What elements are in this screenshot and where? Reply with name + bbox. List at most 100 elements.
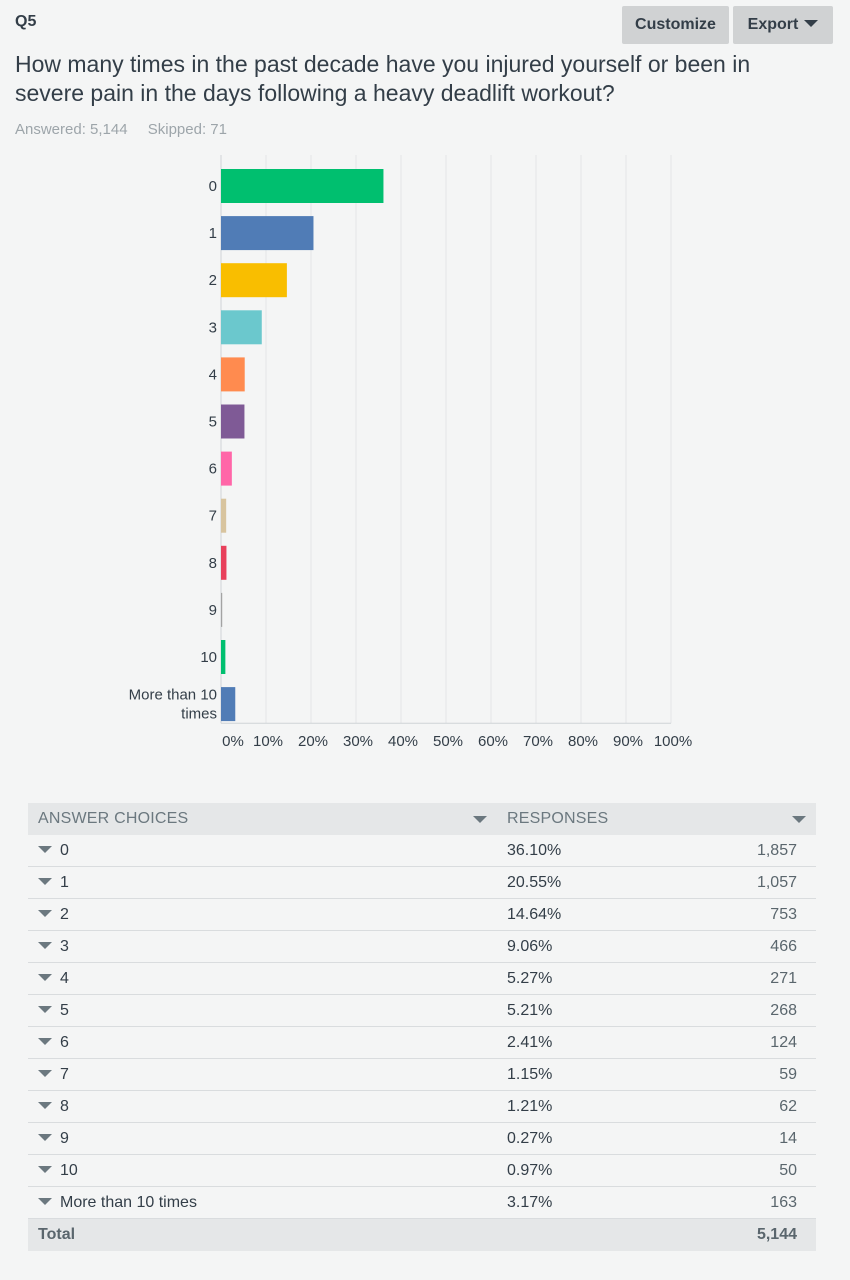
response-count: 1,057 xyxy=(615,866,816,899)
y-tick-label: times xyxy=(181,706,217,723)
answer-choice-label: 2 xyxy=(60,905,69,923)
response-count: 268 xyxy=(615,994,816,1027)
table-row: 1 20.55% 1,057 xyxy=(28,866,816,899)
x-tick-label: 10% xyxy=(253,733,283,750)
response-percent: 20.55% xyxy=(497,866,615,899)
response-count: 14 xyxy=(615,1122,816,1155)
x-tick-label: 80% xyxy=(568,733,598,750)
bar-4[interactable] xyxy=(221,357,245,392)
table-header-row: ANSWER CHOICES RESPONSES xyxy=(28,803,816,835)
sort-caret-icon xyxy=(792,816,806,823)
x-tick-label: 40% xyxy=(388,733,418,750)
bar-6[interactable] xyxy=(221,451,232,486)
total-row: Total 5,144 xyxy=(28,1218,816,1251)
table-row: 3 9.06% 466 xyxy=(28,930,816,963)
answer-choice-cell[interactable]: 8 xyxy=(28,1090,497,1123)
answer-choice-cell[interactable]: 0 xyxy=(28,835,497,867)
answer-choice-cell[interactable]: 1 xyxy=(28,866,497,899)
expand-caret-icon[interactable] xyxy=(38,877,52,885)
expand-caret-icon[interactable] xyxy=(38,941,52,949)
bar-9[interactable] xyxy=(221,592,223,627)
answer-choice-label: 8 xyxy=(60,1097,69,1115)
answer-choice-cell[interactable]: 6 xyxy=(28,1026,497,1059)
responses-header[interactable]: RESPONSES xyxy=(497,803,816,835)
responses-table: ANSWER CHOICES RESPONSES 0 36.10% 1,857 1 20… xyxy=(28,803,816,1251)
response-percent: 9.06% xyxy=(497,930,615,963)
bar-5[interactable] xyxy=(221,404,245,439)
answer-choice-cell[interactable]: 7 xyxy=(28,1058,497,1091)
export-button[interactable]: Export xyxy=(733,6,833,44)
table-row: 9 0.27% 14 xyxy=(28,1122,816,1155)
table-row: More than 10 times 3.17% 163 xyxy=(28,1186,816,1219)
expand-caret-icon[interactable] xyxy=(38,1165,52,1173)
x-tick-label: 20% xyxy=(298,733,328,750)
expand-caret-icon[interactable] xyxy=(38,1133,52,1141)
x-tick-label: 50% xyxy=(433,733,463,750)
bar-10[interactable] xyxy=(221,640,226,674)
bar-0[interactable] xyxy=(221,169,384,203)
expand-caret-icon[interactable] xyxy=(38,909,52,917)
bar-3[interactable] xyxy=(221,310,262,345)
response-count: 163 xyxy=(615,1186,816,1219)
response-percent: 1.15% xyxy=(497,1058,615,1091)
expand-caret-icon[interactable] xyxy=(38,845,52,853)
y-tick-label: More than 10 xyxy=(129,687,217,704)
export-label: Export xyxy=(747,16,799,33)
answer-choice-cell[interactable]: 3 xyxy=(28,930,497,963)
customize-button[interactable]: Customize xyxy=(622,6,729,44)
bar-1[interactable] xyxy=(221,216,314,251)
y-tick-label: 6 xyxy=(209,461,217,478)
y-tick-label: 10 xyxy=(200,649,217,666)
response-count: 59 xyxy=(615,1058,816,1091)
expand-caret-icon[interactable] xyxy=(38,973,52,981)
table-row: 7 1.15% 59 xyxy=(28,1058,816,1091)
response-count: 50 xyxy=(615,1154,816,1187)
expand-caret-icon[interactable] xyxy=(38,1197,52,1205)
skipped-count: Skipped: 71 xyxy=(147,121,227,138)
answer-choice-label: 4 xyxy=(60,969,69,987)
answer-choice-label: 7 xyxy=(60,1065,69,1083)
x-tick-label: 60% xyxy=(478,733,508,750)
response-percent: 5.27% xyxy=(497,962,615,995)
response-percent: 0.97% xyxy=(497,1154,615,1187)
table-row: 4 5.27% 271 xyxy=(28,962,816,995)
answered-count: Answered: 5,144 xyxy=(15,121,128,138)
answer-choice-cell[interactable]: More than 10 times xyxy=(28,1186,497,1219)
responses-header-label: RESPONSES xyxy=(507,810,609,827)
answer-choice-label: More than 10 times xyxy=(60,1193,197,1211)
response-percent: 36.10% xyxy=(497,835,615,867)
expand-caret-icon[interactable] xyxy=(38,1069,52,1077)
answer-choice-cell[interactable]: 5 xyxy=(28,994,497,1027)
x-tick-label: 30% xyxy=(343,733,373,750)
answer-choice-label: 1 xyxy=(60,873,69,891)
answer-choice-label: 10 xyxy=(60,1161,78,1179)
bar-chart: 0 1 2 3 4 5 6 7 8 9 10 More than 10 times 0% 10% 20% 30%… xyxy=(129,155,692,750)
bar-11[interactable] xyxy=(221,687,236,722)
answer-choices-header-label: ANSWER CHOICES xyxy=(38,810,189,827)
expand-caret-icon[interactable] xyxy=(38,1005,52,1013)
response-count: 124 xyxy=(615,1026,816,1059)
response-percent: 1.21% xyxy=(497,1090,615,1123)
answer-choice-cell[interactable]: 2 xyxy=(28,898,497,931)
response-count: 271 xyxy=(615,962,816,995)
answer-choice-cell[interactable]: 4 xyxy=(28,962,497,995)
response-percent: 0.27% xyxy=(497,1122,615,1155)
y-tick-label: 3 xyxy=(209,319,217,336)
bar-8[interactable] xyxy=(221,545,227,580)
bar-2[interactable] xyxy=(221,263,287,298)
bar-7[interactable] xyxy=(221,498,227,533)
table-row: 10 0.97% 50 xyxy=(28,1154,816,1187)
expand-caret-icon[interactable] xyxy=(38,1037,52,1045)
expand-caret-icon[interactable] xyxy=(38,1101,52,1109)
y-tick-label: 9 xyxy=(209,602,217,619)
answer-choice-cell[interactable]: 10 xyxy=(28,1154,497,1187)
response-percent: 3.17% xyxy=(497,1186,615,1219)
answer-choice-label: 6 xyxy=(60,1033,69,1051)
answer-choice-label: 9 xyxy=(60,1129,69,1147)
response-percent: 14.64% xyxy=(497,898,615,931)
y-tick-label: 2 xyxy=(209,272,217,289)
answer-choice-cell[interactable]: 9 xyxy=(28,1122,497,1155)
response-count: 1,857 xyxy=(615,835,816,867)
answer-choices-header[interactable]: ANSWER CHOICES xyxy=(28,803,497,835)
table-row: 5 5.21% 268 xyxy=(28,994,816,1027)
